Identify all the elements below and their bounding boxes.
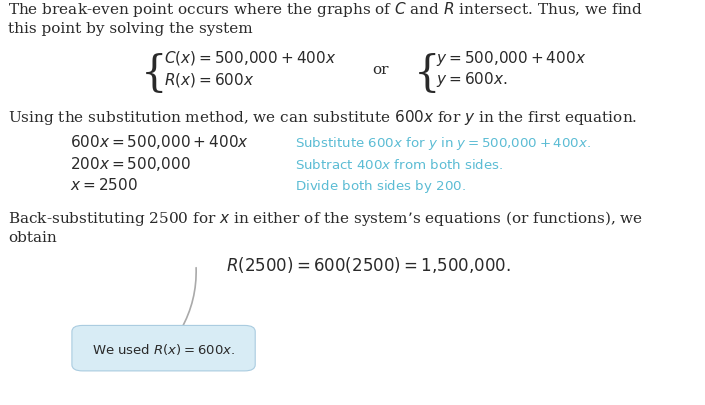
Text: Back-substituting 2500 for $x$ in either of the system’s equations (or functions: Back-substituting 2500 for $x$ in either… (8, 209, 644, 228)
Text: $y = 500{,}000 + 400x$: $y = 500{,}000 + 400x$ (436, 49, 586, 68)
Text: $600x = 500{,}000 + 400x$: $600x = 500{,}000 + 400x$ (70, 133, 250, 151)
Text: Using the substitution method, we can substitute $600x$ for $y$ in the first equ: Using the substitution method, we can su… (8, 108, 638, 126)
Text: Divide both sides by $200.$: Divide both sides by $200.$ (295, 178, 465, 195)
Text: $C(x) = 500{,}000 + 400x$: $C(x) = 500{,}000 + 400x$ (164, 49, 336, 67)
FancyBboxPatch shape (72, 326, 255, 371)
Text: We used $R(x) = 600x.$: We used $R(x) = 600x.$ (92, 341, 235, 356)
Text: $R(x) = 600x$: $R(x) = 600x$ (164, 70, 255, 88)
Text: $R(2500) = 600(2500) = 1{,}500{,}000.$: $R(2500) = 600(2500) = 1{,}500{,}000.$ (226, 255, 510, 275)
Text: {: { (414, 53, 441, 95)
Text: The break-even point occurs where the graphs of $C$ and $R$ intersect. Thus, we : The break-even point occurs where the gr… (8, 0, 644, 19)
Text: or: or (372, 63, 388, 77)
Text: Subtract $400x$ from both sides.: Subtract $400x$ from both sides. (295, 158, 503, 171)
Text: obtain: obtain (8, 231, 57, 245)
Text: {: { (140, 53, 167, 95)
Text: $y = 600x.$: $y = 600x.$ (436, 70, 507, 89)
Text: $x = 2500$: $x = 2500$ (70, 177, 138, 193)
Text: Substitute $600x$ for $y$ in $y = 500{,}000 + 400x.$: Substitute $600x$ for $y$ in $y = 500{,}… (295, 135, 591, 152)
Text: $200x = 500{,}000$: $200x = 500{,}000$ (70, 155, 191, 173)
Text: this point by solving the system: this point by solving the system (8, 22, 253, 36)
